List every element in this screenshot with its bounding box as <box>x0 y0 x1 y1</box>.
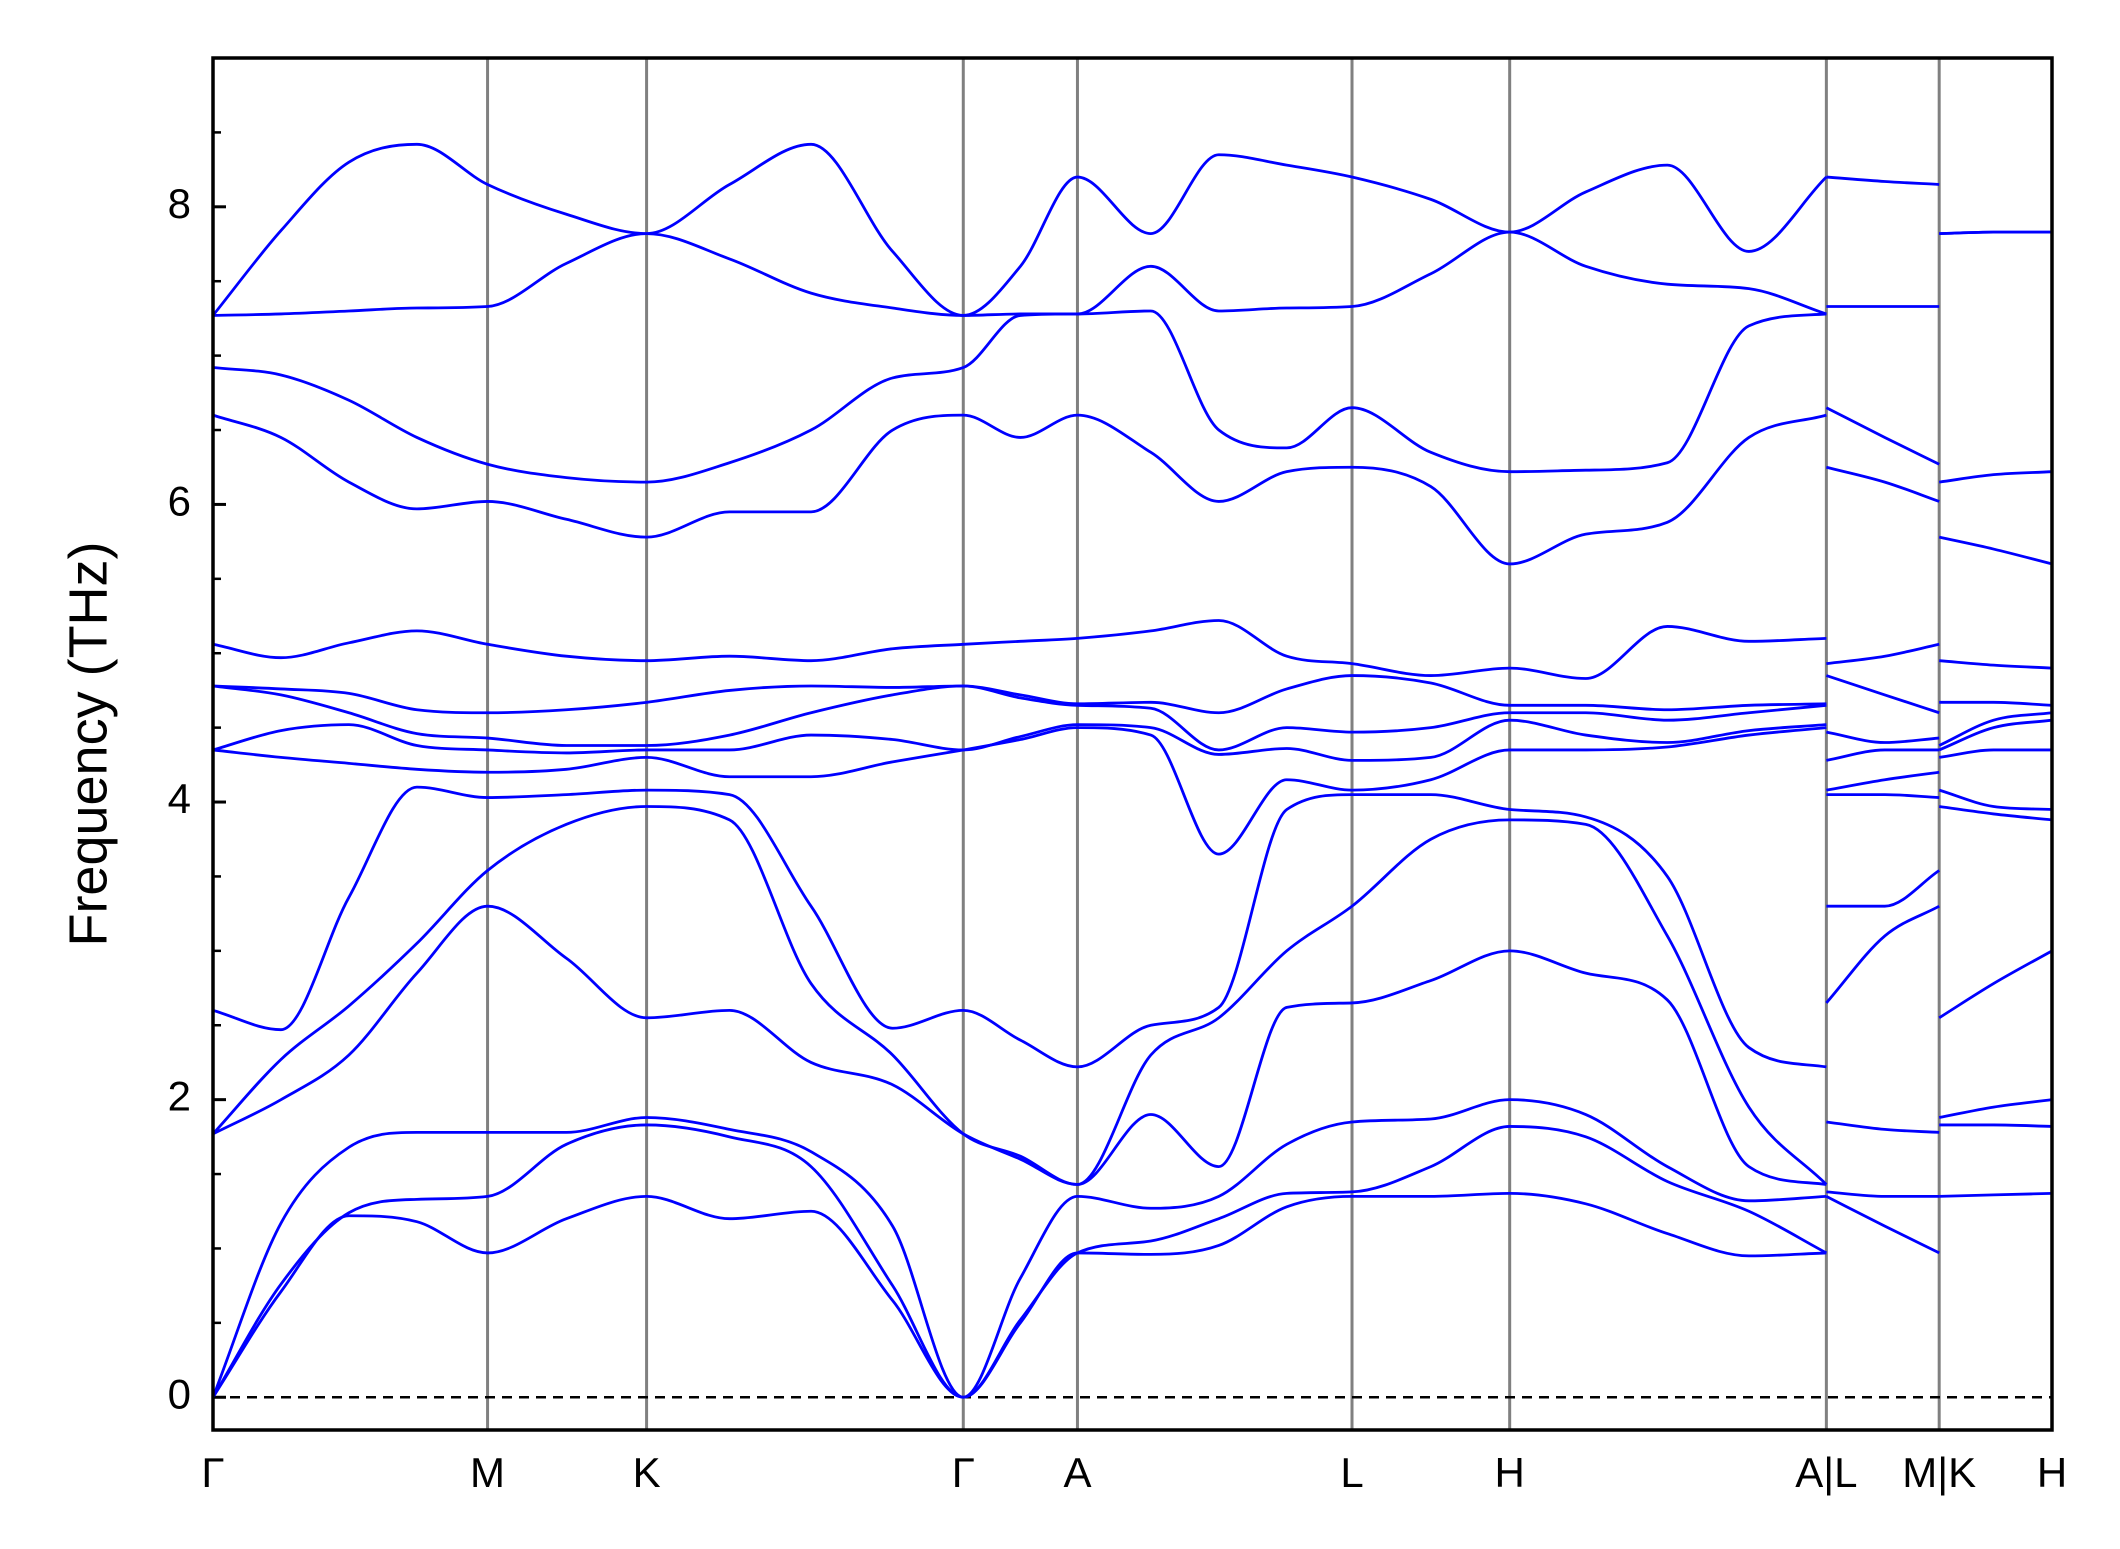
y-tick-label: 2 <box>168 1073 191 1120</box>
band-line <box>212 684 2053 752</box>
band-line <box>211 805 2053 1186</box>
y-tick-label: 8 <box>168 180 191 227</box>
x-tick-label: M <box>470 1449 505 1496</box>
x-tick-label: A|L <box>1795 1449 1857 1496</box>
y-tick-label: 4 <box>168 775 191 822</box>
x-tick-label: L <box>1340 1449 1363 1496</box>
band-line <box>212 674 2053 715</box>
band-line <box>212 413 2053 566</box>
bands <box>211 142 2053 1399</box>
band-line <box>212 785 2053 1069</box>
band-line <box>212 904 2053 1186</box>
x-tick-label: Γ <box>201 1449 224 1496</box>
y-axis-label: Frequency (THz) <box>58 541 118 946</box>
x-tick-label: H <box>1495 1449 1525 1496</box>
y-tick-label: 0 <box>168 1370 191 1417</box>
x-tick-label: K <box>633 1449 661 1496</box>
band-line <box>212 718 2053 762</box>
band-line <box>211 142 2052 317</box>
x-tick-label: M|K <box>1902 1449 1976 1496</box>
x-tick-label: A <box>1063 1449 1091 1496</box>
band-line <box>211 1098 2053 1399</box>
x-tick-label: H <box>2037 1449 2067 1496</box>
plot-frame <box>211 56 2054 1432</box>
x-tick-label: Γ <box>952 1449 975 1496</box>
band-line <box>212 619 2053 680</box>
band-line <box>212 726 2052 856</box>
band-line <box>211 1123 2053 1399</box>
y-tick-label: 6 <box>168 478 191 525</box>
